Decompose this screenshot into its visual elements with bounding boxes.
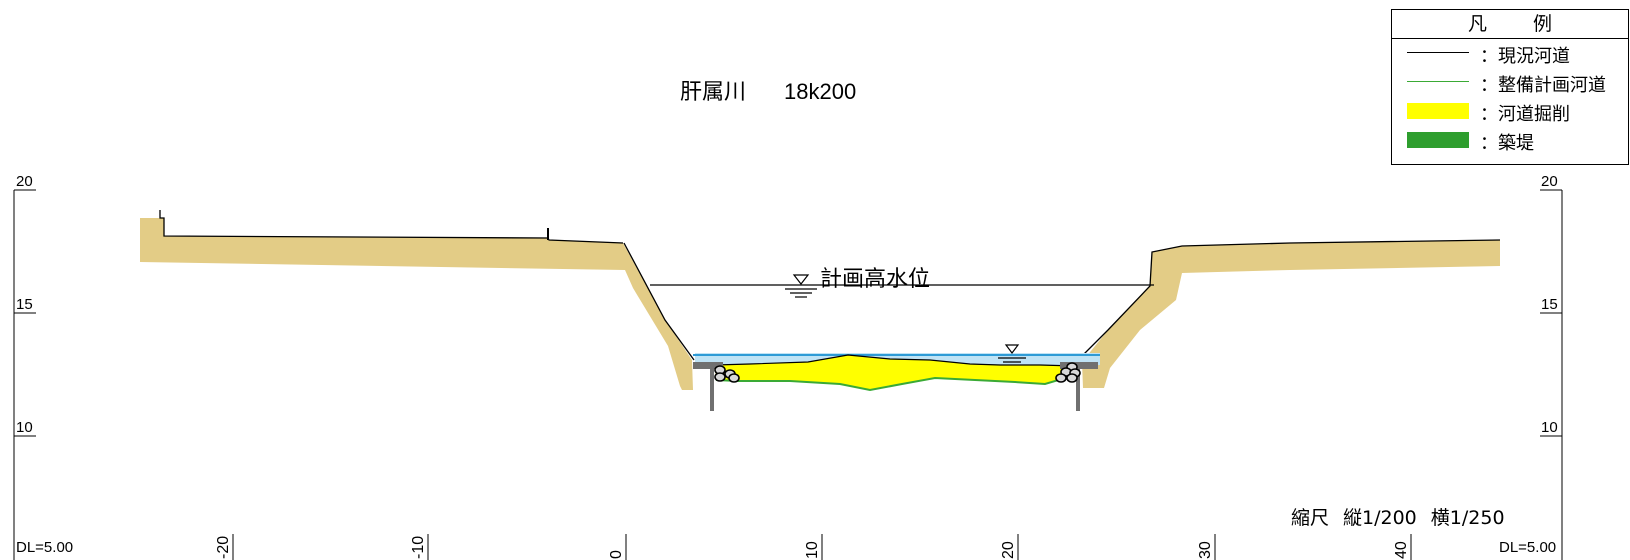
left-elevation-axis — [13, 189, 36, 560]
left-revetment — [693, 362, 723, 369]
left-tick-15: 15 — [16, 296, 33, 313]
legend-row-plan-channel: ：整備計画河道 — [1392, 68, 1628, 97]
legend-header: 凡 例 — [1392, 10, 1628, 39]
left-embankment — [140, 218, 693, 390]
scale-note: 縮尺 縦1/200 横1/250 — [1291, 503, 1505, 530]
scale-vertical: 縦1/200 — [1343, 507, 1417, 529]
hwl-marker — [785, 274, 817, 298]
right-bank-line — [1075, 239, 1501, 363]
left-tick-10: 10 — [16, 419, 33, 436]
dist-tick-10: 10 — [804, 541, 821, 559]
datum-left: DL=5.00 — [16, 539, 73, 556]
drawing-title: 肝属川 18k200 — [680, 74, 856, 106]
current-riverbed-line — [714, 354, 1076, 367]
right-tick-15: 15 — [1541, 296, 1558, 313]
right-embankment — [1082, 240, 1500, 388]
dist-tick-40: 40 — [1393, 541, 1410, 559]
left-stone-blocks — [714, 365, 740, 383]
dist-tick-m10: -10 — [410, 536, 427, 559]
left-bank-slope-line — [623, 242, 695, 361]
right-tick-20: 20 — [1541, 173, 1558, 190]
right-elevation-axis — [1540, 189, 1563, 560]
station-label: 18k200 — [784, 79, 857, 104]
legend-row-current-channel: ：現況河道 — [1392, 39, 1628, 68]
river-name: 肝属川 — [680, 79, 747, 104]
right-sheet-pile — [1076, 365, 1080, 411]
dist-tick-20: 20 — [1000, 541, 1017, 559]
legend-row-excavation: ：河道掘削 — [1392, 97, 1628, 126]
legend-box: 凡 例 ：現況河道 ：整備計画河道 ：河道掘削 ：築堤 — [1391, 9, 1629, 165]
left-sheet-pile — [710, 365, 714, 411]
dist-tick-0: 0 — [608, 550, 625, 559]
legend-label-plan-channel: ：整備計画河道 — [1480, 75, 1606, 96]
dist-tick-30: 30 — [1197, 541, 1214, 559]
legend-label-levee: ：築堤 — [1480, 133, 1534, 154]
legend-row-levee: ：築堤 — [1392, 126, 1628, 155]
legend-green-line-icon — [1407, 81, 1469, 82]
legend-green-fill-icon — [1407, 132, 1469, 148]
scale-prefix: 縮尺 — [1291, 507, 1330, 529]
legend-yellow-fill-icon — [1407, 103, 1469, 119]
legend-label-excavation: ：河道掘削 — [1480, 104, 1570, 125]
legend-label-current-channel: ：現況河道 — [1480, 46, 1570, 67]
distance-axis: -20 -10 0 10 20 30 40 — [215, 534, 1412, 560]
left-levee-post — [547, 228, 549, 240]
plan-channel-line — [715, 375, 1073, 392]
legend-black-line-icon — [1407, 52, 1469, 53]
right-tick-10: 10 — [1541, 419, 1558, 436]
dist-tick-m20: -20 — [215, 536, 232, 559]
scale-horizontal: 横1/250 — [1430, 507, 1505, 529]
datum-right: DL=5.00 — [1499, 539, 1556, 556]
left-tick-20: 20 — [16, 173, 33, 190]
right-stone-blocks — [1055, 362, 1081, 383]
plan-high-water-label: 計画高水位 — [820, 267, 931, 292]
